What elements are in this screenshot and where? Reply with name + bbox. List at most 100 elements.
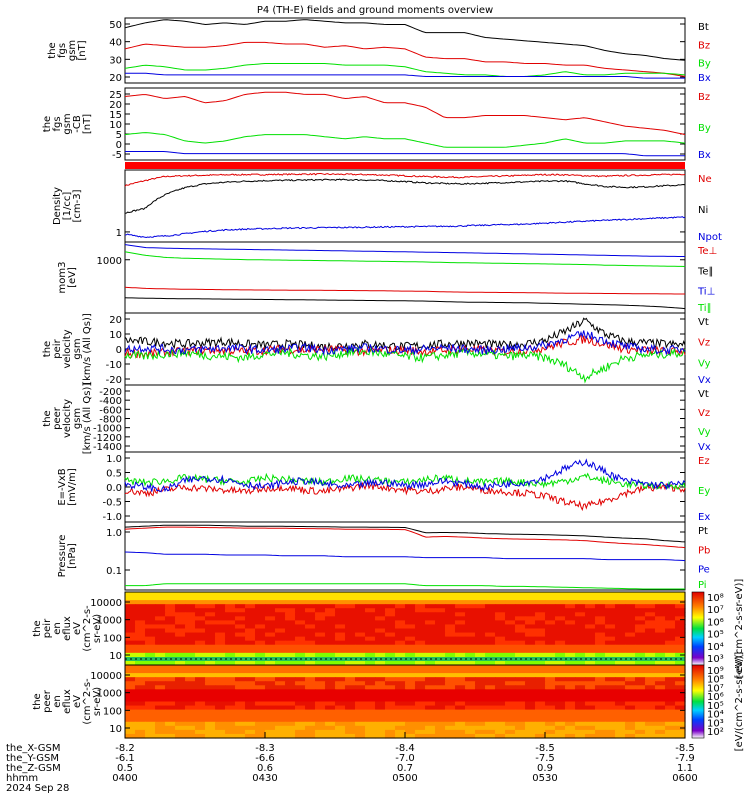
spectrogram-cell — [185, 648, 196, 654]
spectrogram-cell — [305, 640, 316, 646]
spectrogram-cell — [325, 697, 336, 703]
spectrogram-cell — [285, 729, 296, 735]
spectrogram-cell — [175, 689, 186, 694]
panel-frame — [124, 17, 686, 84]
spectrogram-cell — [485, 652, 496, 658]
spectrogram-cell — [255, 608, 266, 613]
spectrogram-cell — [395, 620, 406, 626]
spectrogram-cell — [325, 600, 336, 605]
spectrogram-cell — [425, 640, 436, 646]
spectrogram-cell — [385, 713, 396, 719]
spectrogram-cell — [505, 685, 516, 690]
spectrogram-cell — [315, 660, 326, 666]
spectrogram-cell — [475, 673, 486, 678]
spectrogram-cell — [675, 721, 686, 727]
spectrogram-cell — [205, 729, 216, 735]
spectrogram-cell — [375, 673, 386, 678]
spectrogram-cell — [145, 669, 156, 674]
spectrogram-cell — [645, 685, 656, 690]
spectrogram-cell — [295, 640, 306, 646]
spectrogram-cell — [415, 673, 426, 678]
spectrogram-cell — [395, 701, 406, 707]
spectrogram-cell — [485, 697, 496, 703]
spectrogram-cell — [365, 713, 376, 719]
spectrogram-cell — [355, 693, 366, 699]
spectrogram-cell — [555, 632, 566, 638]
spectrogram-cell — [585, 733, 596, 739]
spectrogram-cell — [375, 689, 386, 694]
spectrogram-cell — [485, 644, 496, 650]
spectrogram-cell — [255, 709, 266, 715]
series-line-vx — [124, 330, 686, 357]
spectrogram-cell — [595, 616, 606, 621]
spectrogram-cell — [325, 725, 336, 731]
spectrogram-cell — [315, 640, 326, 646]
spectrogram-cell — [325, 733, 336, 739]
spectrogram-cell — [325, 665, 336, 670]
spectrogram-cell — [225, 600, 236, 605]
spectrogram-cell — [295, 652, 306, 658]
y-axis-label: the — [32, 693, 43, 709]
spectrogram-cell — [185, 677, 196, 682]
spectrogram-cell — [645, 608, 656, 613]
spectrogram-cell — [275, 592, 286, 597]
spectrogram-cell — [295, 709, 306, 715]
spectrogram-cell — [665, 725, 676, 731]
spectrogram-cell — [255, 705, 266, 711]
spectrogram-cell — [155, 697, 166, 703]
spectrogram-cell — [315, 652, 326, 658]
spectrogram-cell — [625, 660, 636, 666]
spectrogram-cell — [185, 689, 196, 694]
spectrogram-cell — [425, 628, 436, 634]
spectrogram-cell — [165, 608, 176, 613]
spectrogram-cell — [665, 693, 676, 699]
spectrogram-cell — [255, 660, 266, 666]
spectrogram-cell — [345, 628, 356, 634]
spectrogram-cell — [655, 669, 666, 674]
spectrogram-cell — [245, 612, 256, 617]
spectrogram-cell — [465, 673, 476, 678]
spectrogram-cell — [285, 652, 296, 658]
y-tick-label: -400 — [99, 396, 122, 407]
spectrogram-cell — [455, 632, 466, 638]
spectrogram-cell — [545, 693, 556, 699]
spectrogram-cell — [595, 604, 606, 609]
spectrogram-cell — [555, 673, 566, 678]
spectrogram-cell — [555, 701, 566, 707]
spectrogram-cell — [535, 608, 546, 613]
spectrogram-cell — [305, 628, 316, 634]
spectrogram-cell — [395, 596, 406, 601]
spectrogram-cell — [235, 713, 246, 719]
spectrogram-cell — [215, 669, 226, 674]
spectrogram-cell — [265, 713, 276, 719]
spectrogram-cell — [325, 640, 336, 646]
spectrogram-cell — [135, 665, 146, 670]
y-tick-label: 10 — [109, 651, 122, 662]
legend-entry: Ti⊥ — [697, 287, 715, 298]
spectrogram-cell — [445, 612, 456, 617]
spectrogram-cell — [345, 620, 356, 626]
spectrogram-cell — [215, 689, 226, 694]
spectrogram-cell — [365, 608, 376, 613]
spectrogram-cell — [465, 632, 476, 638]
spectrogram-cell — [285, 669, 296, 674]
spectrogram-cell — [565, 685, 576, 690]
spectrogram-cell — [385, 596, 396, 601]
spectrogram-cell — [515, 624, 526, 630]
spectrogram-cell — [655, 697, 666, 703]
spectrogram-cell — [615, 733, 626, 739]
spectrogram-cell — [325, 669, 336, 674]
spectrogram-cell — [215, 717, 226, 723]
spectrogram-cell — [395, 725, 406, 731]
spectrogram-cell — [545, 600, 556, 605]
spectrogram-cell — [575, 604, 586, 609]
spectrogram-cell — [495, 709, 506, 715]
spectrogram-cell — [585, 677, 596, 682]
spectrogram-cell — [625, 600, 636, 605]
spectrogram-cell — [635, 600, 646, 605]
spectrogram-cell — [555, 733, 566, 739]
spectrogram-cell — [235, 717, 246, 723]
spectrogram-cell — [155, 733, 166, 739]
spectrogram-cell — [555, 640, 566, 646]
